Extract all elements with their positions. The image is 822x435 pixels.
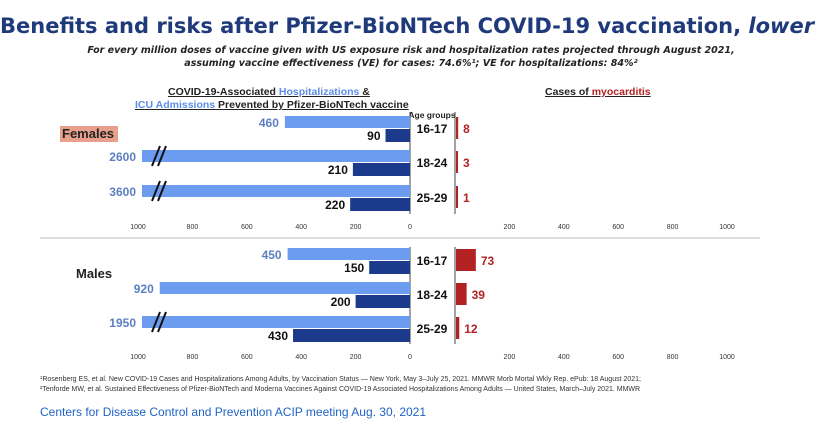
females-right-tick-600: 600 bbox=[612, 224, 624, 231]
females-myocarditis-value-18-24: 3 bbox=[463, 156, 470, 170]
females-icu-value-16-17: 90 bbox=[367, 129, 381, 143]
females-right-tick-800: 800 bbox=[667, 224, 679, 231]
females-hosp-value-25-29: 3600 bbox=[109, 185, 136, 199]
females-icu-bar-18-24 bbox=[352, 163, 410, 176]
females-icu-value-18-24: 210 bbox=[328, 163, 348, 177]
males-myocarditis-value-18-24: 39 bbox=[472, 288, 486, 302]
males-left-tick-200: 200 bbox=[350, 354, 362, 361]
males-hosp-bar-16-17 bbox=[287, 248, 410, 260]
males-right-tick-1000: 1000 bbox=[719, 354, 735, 361]
males-icu-value-18-24: 200 bbox=[331, 295, 351, 309]
males-myocarditis-value-16-17: 73 bbox=[481, 254, 495, 268]
males-axis-break-25-29 bbox=[157, 311, 167, 333]
males-group-label: Males bbox=[76, 266, 112, 281]
left-header-line-1: COVID-19-Associated Hospitalizations & bbox=[168, 86, 370, 98]
footnote-2: ²Tenforde MW, et al. Sustained Effective… bbox=[40, 386, 641, 393]
males-right-tick-200: 200 bbox=[504, 354, 516, 361]
females-label-bg bbox=[60, 126, 118, 142]
males-hosp-bar-18-24 bbox=[159, 282, 410, 294]
females-hosp-bar-16-17 bbox=[284, 116, 410, 128]
males-age-label-18-24: 18-24 bbox=[417, 288, 448, 302]
females-myocarditis-bar-18-24 bbox=[456, 151, 458, 173]
females-icu-bar-16-17 bbox=[385, 129, 410, 142]
females-age-label-18-24: 18-24 bbox=[417, 156, 448, 170]
females-group-label: Females bbox=[62, 126, 114, 141]
subtitle-line-2: assuming vaccine effectiveness (VE) for … bbox=[184, 58, 638, 69]
females-hosp-bar-18-24 bbox=[142, 150, 410, 162]
males-age-label-16-17: 16-17 bbox=[417, 254, 448, 268]
females-myocarditis-value-25-29: 1 bbox=[463, 191, 470, 205]
females-myocarditis-bar-16-17 bbox=[456, 117, 459, 139]
females-right-tick-400: 400 bbox=[558, 224, 570, 231]
left-header-line-2: ICU Admissions Prevented by Pfizer-BioNT… bbox=[135, 99, 409, 111]
females-axis-break-25-29 bbox=[151, 180, 161, 202]
males-icu-value-16-17: 150 bbox=[344, 261, 364, 275]
males-hosp-value-18-24: 920 bbox=[134, 282, 154, 296]
subtitle-line-1: For every million doses of vaccine given… bbox=[87, 45, 735, 56]
page-title: Benefits and risks after Pfizer-BioNTech… bbox=[0, 14, 822, 38]
females-icu-value-25-29: 220 bbox=[325, 198, 345, 212]
females-hosp-bar-25-29 bbox=[142, 185, 410, 197]
females-age-label-25-29: 25-29 bbox=[417, 191, 448, 205]
females-myocarditis-value-16-17: 8 bbox=[463, 122, 470, 136]
males-hosp-value-16-17: 450 bbox=[262, 248, 282, 262]
males-right-tick-600: 600 bbox=[612, 354, 624, 361]
females-left-tick-200: 200 bbox=[350, 224, 362, 231]
males-hosp-value-25-29: 1950 bbox=[109, 316, 136, 330]
males-myocarditis-bar-16-17 bbox=[456, 249, 476, 271]
benefit-risk-chart: Age groups Females 460 90 16-17 8 2600 210 18-24… bbox=[40, 110, 760, 361]
females-left-tick-1000: 1000 bbox=[130, 224, 146, 231]
females-axis-break-18-24 bbox=[151, 145, 161, 167]
females-axis-break-25-29 bbox=[157, 180, 167, 202]
males-age-label-25-29: 25-29 bbox=[417, 322, 448, 336]
males-icu-bar-16-17 bbox=[369, 261, 410, 274]
females-left-tick-0: 0 bbox=[408, 224, 412, 231]
females-left-tick-400: 400 bbox=[295, 224, 307, 231]
age-groups-label: Age groups bbox=[408, 110, 455, 120]
males-axis-break-25-29 bbox=[151, 311, 161, 333]
males-left-tick-400: 400 bbox=[295, 354, 307, 361]
females-myocarditis-bar-25-29 bbox=[456, 186, 458, 208]
females-hosp-value-18-24: 2600 bbox=[109, 150, 136, 164]
males-icu-bar-18-24 bbox=[355, 295, 410, 308]
females-icu-bar-25-29 bbox=[350, 198, 410, 211]
males-icu-bar-25-29 bbox=[293, 329, 410, 342]
source-credit: Centers for Disease Control and Preventi… bbox=[40, 405, 427, 419]
males-right-tick-400: 400 bbox=[558, 354, 570, 361]
females-left-tick-800: 800 bbox=[187, 224, 199, 231]
males-left-tick-1000: 1000 bbox=[130, 354, 146, 361]
males-myocarditis-value-25-29: 12 bbox=[464, 322, 478, 336]
females-right-tick-1000: 1000 bbox=[719, 224, 735, 231]
females-right-tick-200: 200 bbox=[504, 224, 516, 231]
males-myocarditis-bar-25-29 bbox=[456, 317, 460, 339]
males-left-tick-0: 0 bbox=[408, 354, 412, 361]
males-hosp-bar-25-29 bbox=[142, 316, 410, 328]
females-hosp-value-16-17: 460 bbox=[259, 116, 279, 130]
males-left-tick-600: 600 bbox=[241, 354, 253, 361]
males-right-tick-800: 800 bbox=[667, 354, 679, 361]
males-left-tick-800: 800 bbox=[187, 354, 199, 361]
females-age-label-16-17: 16-17 bbox=[417, 122, 448, 136]
females-axis-break-18-24 bbox=[157, 145, 167, 167]
footnote-1: ¹Rosenberg ES, et al. New COVID-19 Cases… bbox=[40, 376, 641, 383]
males-myocarditis-bar-18-24 bbox=[456, 283, 467, 305]
right-header: Cases of myocarditis bbox=[545, 86, 651, 98]
title-emphasis: lower VE bbox=[748, 14, 822, 38]
females-left-tick-600: 600 bbox=[241, 224, 253, 231]
males-icu-value-25-29: 430 bbox=[268, 329, 288, 343]
